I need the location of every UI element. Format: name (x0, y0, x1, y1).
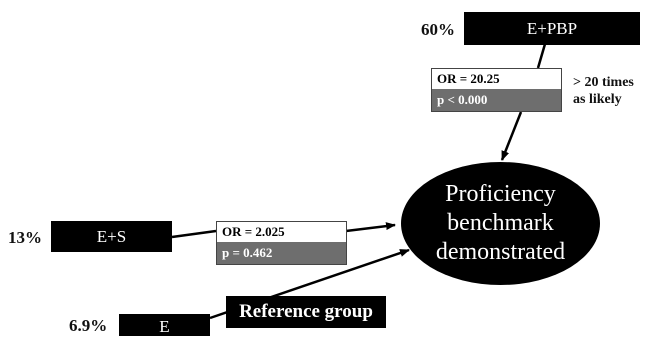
reference-group-label: Reference group (226, 296, 386, 328)
connector-pbp-top (536, 43, 547, 69)
s-odds-ratio: OR = 2.025 (217, 222, 346, 242)
arrow-pbp-outcome (500, 111, 523, 161)
likelihood-note: > 20 times as likely (573, 75, 634, 107)
pbp-p-value: p < 0.000 (432, 89, 561, 111)
s-group-label: E+S (96, 226, 127, 246)
pbp-group-box: E+PBP (464, 12, 640, 45)
e-percent: 6.9% (69, 316, 108, 335)
s-stat-box: OR = 2.025 p = 0.462 (216, 221, 347, 265)
e-group-label: E (159, 317, 170, 336)
s-group-box: E+S (51, 221, 172, 252)
outcome-label: Proficiency benchmark demonstrated (435, 181, 566, 265)
arrow-s-outcome (345, 222, 396, 233)
reference-group-text: Reference group (239, 301, 373, 322)
e-group-box: E (119, 314, 210, 336)
pbp-percent: 60% (421, 20, 455, 39)
outcome-ellipse: Proficiency benchmark demonstrated (401, 162, 600, 285)
s-p-value: p = 0.462 (217, 242, 346, 264)
connector-s-stat (171, 229, 217, 239)
s-percent: 13% (8, 228, 42, 247)
pbp-odds-ratio: OR = 20.25 (432, 69, 561, 89)
pbp-stat-box: OR = 20.25 p < 0.000 (431, 68, 562, 112)
pbp-group-label: E+PBP (526, 18, 578, 38)
